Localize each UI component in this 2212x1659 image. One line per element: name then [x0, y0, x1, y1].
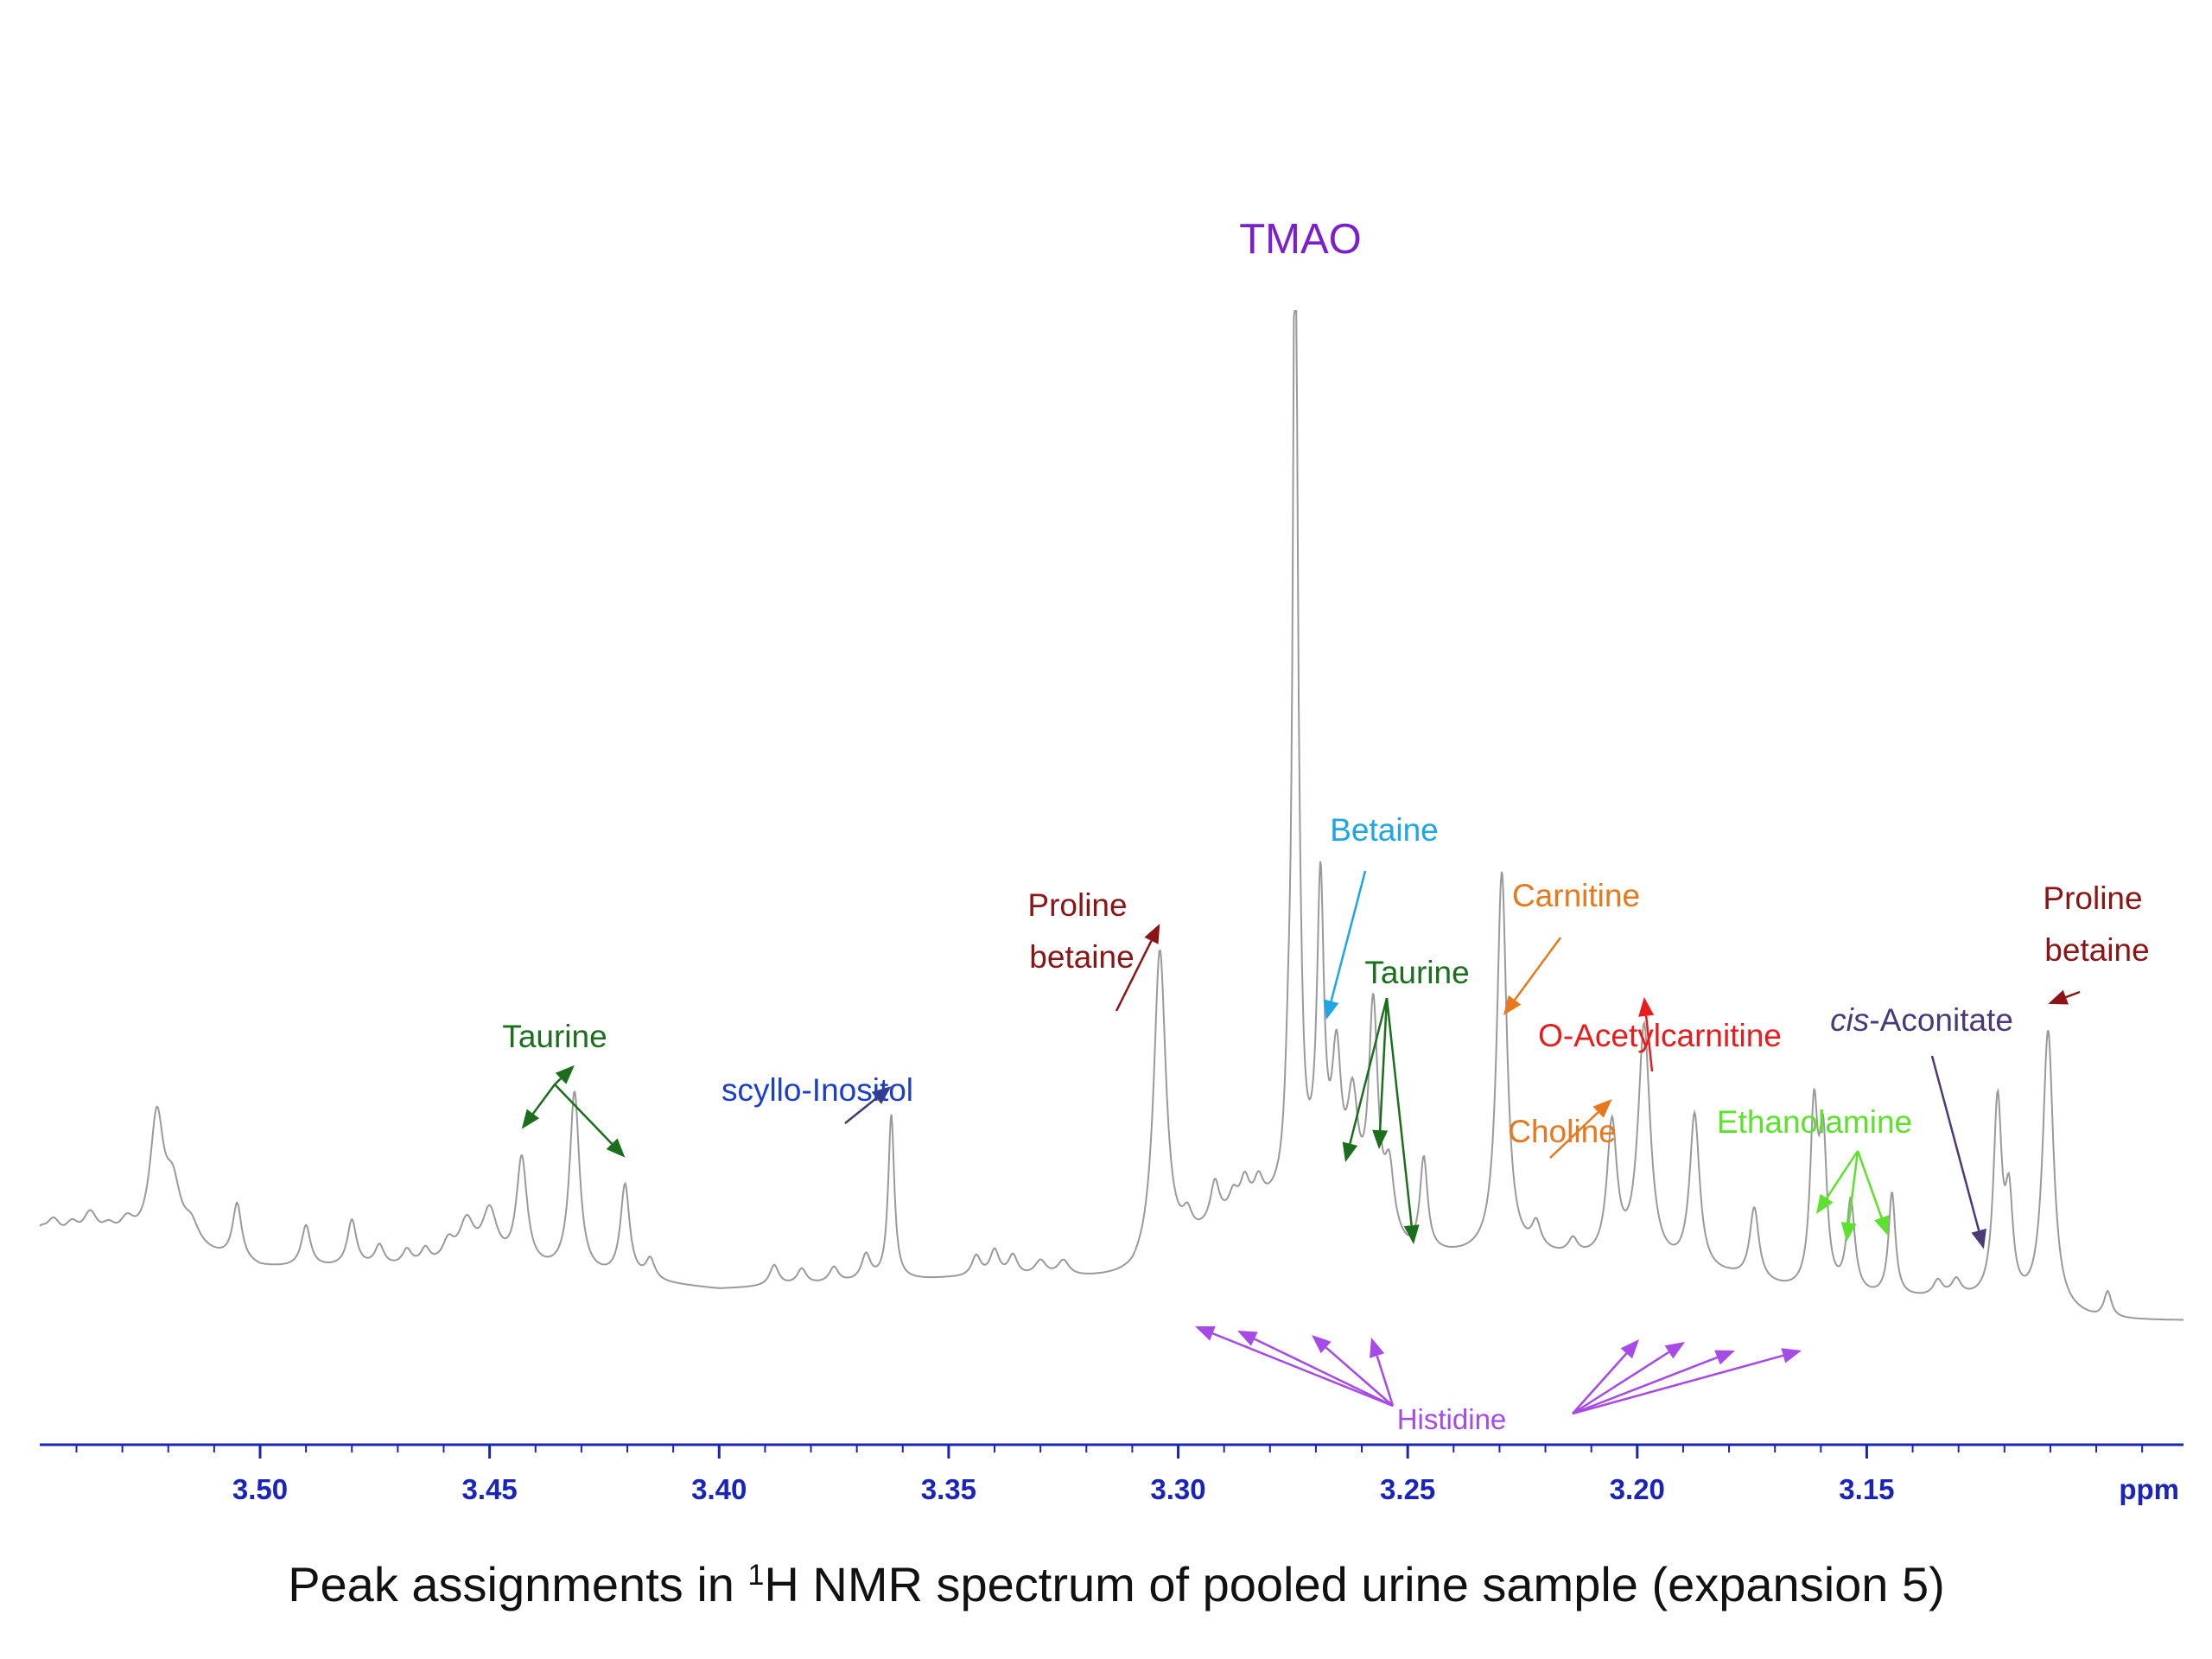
annotation-arrowhead-histidine	[1195, 1325, 1216, 1341]
annotation-arrowhead-taurine-left	[521, 1109, 540, 1129]
x-axis-unit-label: ppm	[2119, 1473, 2179, 1505]
label-o-acetylcarnitine: O-Acetylcarnitine	[1538, 1018, 1782, 1053]
annotation-arrow-ethanolamine	[1856, 1150, 1883, 1218]
annotation-arrow-scyllo	[844, 1096, 878, 1124]
annotation-arrowhead-histidine	[1620, 1339, 1639, 1359]
annotation-arrow-carnitine	[1514, 937, 1562, 1001]
annotation-arrow-histidine	[1572, 1354, 1784, 1415]
annotation-arrow-histidine	[1211, 1332, 1394, 1408]
annotation-arrowhead-ethanolamine	[1816, 1193, 1834, 1214]
x-tick-label: 3.20	[1610, 1473, 1665, 1505]
annotation-arrowhead-cis-aconitate	[1971, 1228, 1986, 1249]
spectrum-trace	[39, 310, 2183, 1321]
annotation-arrow-proline-right	[2065, 990, 2081, 999]
annotation-arrowhead-o-acetylcarnitine	[1638, 996, 1655, 1017]
annotation-arrowhead-taurine-right	[1403, 1224, 1420, 1244]
label-cis-aconitate-rest: -Aconitate	[1869, 1002, 2013, 1038]
annotation-arrow-taurine-left	[554, 1077, 562, 1085]
label-carnitine: Carnitine	[1512, 878, 1640, 913]
annotation-arrow-betaine	[1330, 870, 1367, 1002]
label-histidine: Histidine	[1397, 1403, 1507, 1435]
x-tick-label: 3.35	[921, 1473, 976, 1505]
spectrum-plot	[39, 310, 2183, 1321]
x-tick-label: 3.25	[1380, 1473, 1435, 1505]
x-tick-label: 3.40	[691, 1473, 747, 1505]
x-tick-label: 3.45	[462, 1473, 518, 1505]
label-proline-betaine-left-line2: betaine	[1029, 939, 1134, 975]
annotation-arrow-taurine-right	[1378, 997, 1389, 1131]
caption-superscript: 1	[747, 1559, 764, 1592]
label-betaine: Betaine	[1330, 812, 1439, 848]
annotation-arrow-proline-left	[1115, 940, 1153, 1012]
label-choline: Choline	[1508, 1114, 1616, 1149]
annotation-arrowhead-carnitine	[1503, 995, 1522, 1015]
annotation-arrow-taurine-right	[1385, 997, 1413, 1226]
x-tick-label: 3.30	[1150, 1473, 1205, 1505]
annotation-arrow-cis-aconitate	[1930, 1055, 1980, 1231]
caption-text-end: H NMR spectrum of pooled urine sample (e…	[764, 1557, 1944, 1611]
annotation-arrowhead-choline	[1592, 1099, 1612, 1118]
peak-annotations	[521, 870, 2081, 1415]
x-axis: 3.50 3.45 3.40 3.35 3.30 3.25 3.20 3.15 ppm	[40, 1443, 2183, 1505]
label-taurine-right: Taurine	[1364, 955, 1469, 990]
annotation-arrowhead-betaine	[1323, 999, 1339, 1020]
label-proline-betaine-left-line1: Proline	[1027, 887, 1127, 923]
annotation-arrow-histidine	[1325, 1346, 1394, 1407]
annotation-arrowhead-taurine-right	[1372, 1129, 1389, 1149]
annotation-arrowhead-histidine	[1312, 1335, 1332, 1354]
annotation-arrowhead-histidine	[1714, 1350, 1735, 1365]
annotation-arrow-histidine	[1572, 1351, 1670, 1415]
annotation-arrow-histidine	[1376, 1355, 1395, 1407]
annotation-arrow-histidine	[1572, 1356, 1718, 1415]
annotation-arrowhead-scyllo	[871, 1086, 892, 1104]
annotation-arrowhead-taurine-right	[1342, 1141, 1358, 1162]
annotation-arrowhead-histidine	[1237, 1331, 1258, 1346]
annotation-arrowhead-histidine	[1781, 1348, 1802, 1363]
label-ethanolamine: Ethanolamine	[1717, 1104, 1912, 1140]
annotation-arrow-choline	[1549, 1111, 1599, 1159]
annotation-arrowhead-ethanolamine	[1840, 1222, 1857, 1242]
annotation-arrowhead-taurine-left	[606, 1138, 626, 1158]
annotation-arrowhead-histidine	[1664, 1342, 1685, 1359]
label-cis-aconitate-italic: cis	[1830, 1002, 1869, 1038]
caption-text-start: Peak assignments in	[288, 1557, 747, 1611]
annotation-arrowhead-proline-right	[2048, 989, 2069, 1005]
x-tick-label: 3.50	[232, 1473, 288, 1505]
figure-caption: Peak assignments in 1H NMR spectrum of p…	[288, 1557, 1945, 1611]
annotation-arrow-taurine-left	[554, 1084, 613, 1145]
annotation-arrow-taurine-right	[1349, 997, 1389, 1144]
annotation-arrowhead-histidine	[1370, 1338, 1385, 1358]
annotation-arrow-taurine-left	[531, 1084, 556, 1115]
annotation-arrow-histidine	[1572, 1352, 1628, 1414]
annotation-arrow-ethanolamine	[1826, 1150, 1859, 1199]
label-scyllo-inositol: scyllo-Inositol	[721, 1072, 913, 1108]
annotation-arrowhead-ethanolamine	[1874, 1215, 1890, 1236]
label-proline-betaine-right-line1: Proline	[2043, 880, 2142, 916]
label-taurine-left: Taurine	[502, 1019, 607, 1054]
annotation-arrowhead-proline-left	[1144, 924, 1160, 944]
annotation-arrow-histidine	[1254, 1338, 1394, 1408]
label-cis-aconitate: cis-Aconitate	[1830, 1002, 2013, 1038]
x-axis-ticks: 3.50 3.45 3.40 3.35 3.30 3.25 3.20 3.15	[75, 1445, 2144, 1505]
label-proline-betaine-right-line2: betaine	[2044, 932, 2149, 968]
x-tick-label: 3.15	[1839, 1473, 1894, 1505]
annotation-arrow-ethanolamine	[1847, 1150, 1859, 1224]
annotation-arrowhead-taurine-left	[555, 1065, 575, 1084]
label-tmao: TMAO	[1239, 216, 1362, 263]
annotation-arrow-o-acetylcarnitine	[1644, 1015, 1654, 1072]
